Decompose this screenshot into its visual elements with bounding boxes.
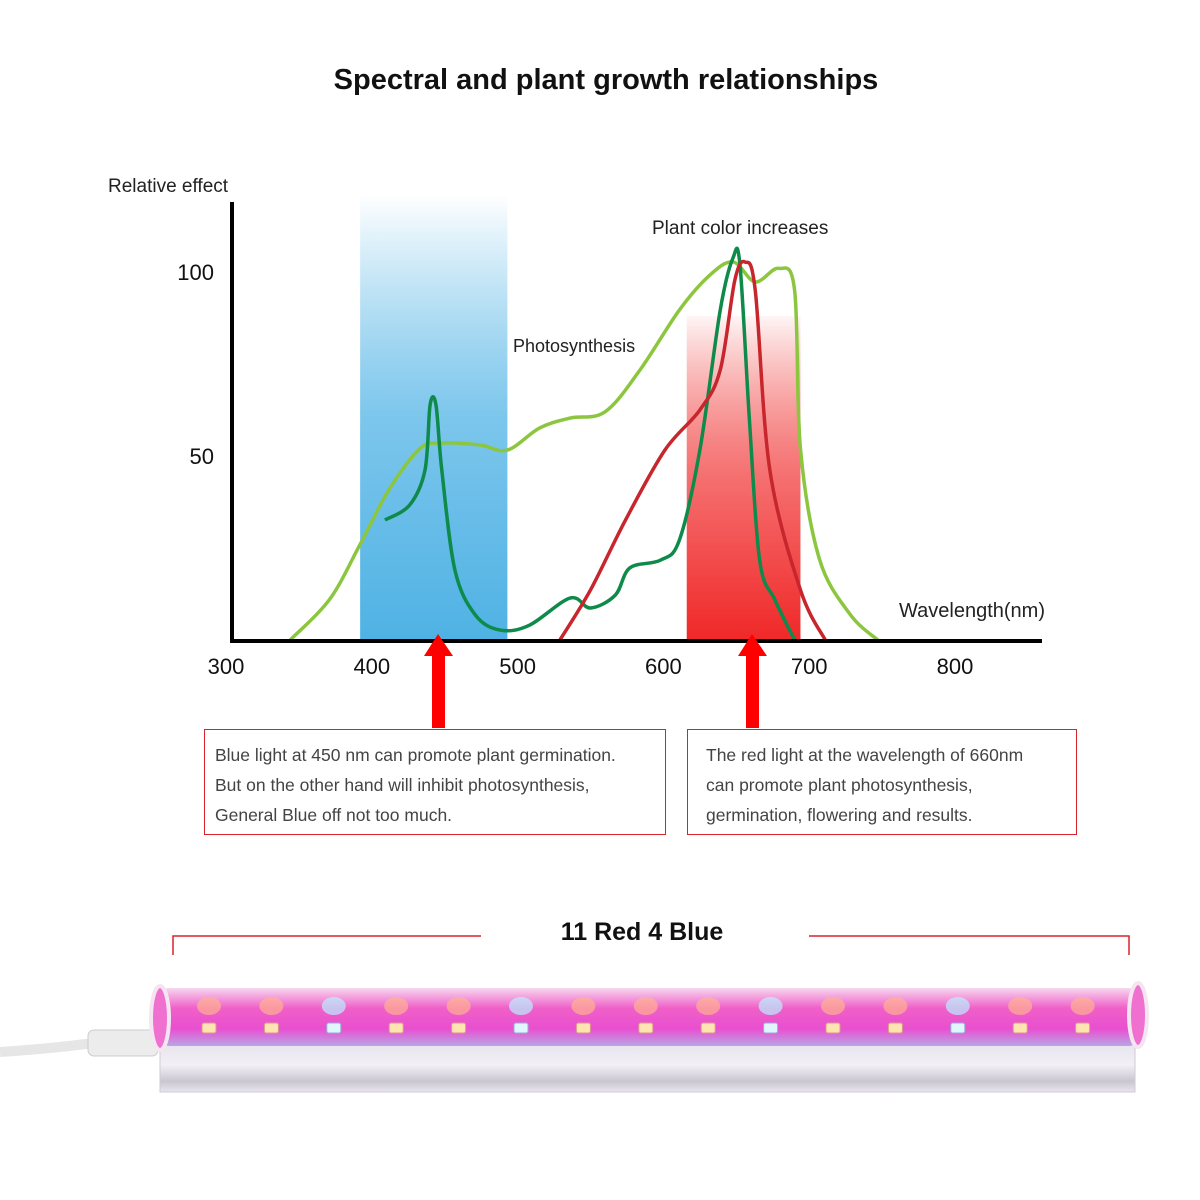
series-line-1 bbox=[384, 246, 797, 641]
led-glow bbox=[259, 997, 284, 1015]
annotation-plant-color: Plant color increases bbox=[652, 218, 828, 239]
arrow-blue bbox=[424, 634, 453, 728]
led-glow bbox=[758, 997, 783, 1015]
blue-band bbox=[360, 195, 508, 640]
note-line: But on the other hand will inhibit photo… bbox=[215, 775, 590, 795]
blue-led bbox=[513, 1022, 529, 1034]
x-tick-label: 400 bbox=[353, 654, 390, 679]
led-glow bbox=[571, 997, 596, 1015]
note-line: can promote plant photosynthesis, bbox=[706, 775, 973, 795]
led-glow bbox=[321, 997, 346, 1015]
red-light-note: The red light at the wavelength of 660nm… bbox=[687, 729, 1077, 835]
y-axis-label: Relative effect bbox=[108, 176, 229, 197]
led-glow bbox=[1008, 997, 1033, 1015]
red-led bbox=[575, 1022, 591, 1034]
led-glow bbox=[446, 997, 471, 1015]
red-led bbox=[700, 1022, 716, 1034]
led-glow bbox=[821, 997, 845, 1015]
lamp-housing bbox=[159, 1037, 1136, 1093]
led-glow bbox=[945, 997, 970, 1015]
bracket-right bbox=[809, 935, 1130, 955]
led-glow bbox=[1070, 997, 1095, 1015]
led-glow bbox=[384, 997, 409, 1015]
red-led bbox=[825, 1022, 841, 1034]
led-glow bbox=[197, 997, 221, 1015]
note-line: The red light at the wavelength of 660nm bbox=[706, 745, 1024, 765]
red-led bbox=[451, 1022, 467, 1034]
x-tick-label: 600 bbox=[645, 654, 682, 679]
note-line: General Blue off not too much. bbox=[215, 805, 453, 825]
bracket-left bbox=[172, 935, 481, 955]
blue-led bbox=[763, 1022, 779, 1034]
page-title: Spectral and plant growth relationships bbox=[333, 64, 879, 96]
led-glow bbox=[696, 997, 721, 1015]
red-led bbox=[1012, 1022, 1028, 1034]
x-tick-label: 300 bbox=[208, 654, 245, 679]
blue-led bbox=[326, 1022, 342, 1034]
note-line: germination, flowering and results. bbox=[706, 805, 973, 825]
red-led bbox=[638, 1022, 654, 1034]
series-line-2 bbox=[558, 259, 827, 641]
y-tick-label: 50 bbox=[190, 444, 214, 469]
red-band bbox=[686, 316, 801, 640]
series-line-0 bbox=[288, 260, 879, 642]
annotation-photosynthesis: Photosynthesis bbox=[513, 336, 635, 356]
lamp-tube bbox=[155, 988, 1143, 1046]
lamp-title: 11 Red 4 Blue bbox=[560, 918, 724, 946]
spectrum-chart: Relative effect Wavelength(nm) Photosynt… bbox=[108, 176, 1045, 728]
red-led bbox=[201, 1022, 217, 1034]
red-led bbox=[887, 1022, 903, 1034]
x-tick-label: 800 bbox=[937, 654, 974, 679]
x-tick-label: 700 bbox=[791, 654, 828, 679]
red-led bbox=[1075, 1022, 1091, 1034]
note-line: Blue light at 450 nm can promote plant g… bbox=[215, 745, 616, 765]
power-cable bbox=[0, 1037, 101, 1057]
blue-led bbox=[950, 1022, 966, 1034]
red-led bbox=[263, 1022, 279, 1034]
x-axis-label: Wavelength(nm) bbox=[899, 600, 1045, 622]
red-led bbox=[388, 1022, 404, 1034]
arrow-red bbox=[738, 634, 767, 728]
led-glow bbox=[633, 997, 658, 1015]
led-glow bbox=[883, 997, 908, 1015]
y-tick-label: 100 bbox=[177, 260, 214, 285]
led-glow bbox=[509, 997, 533, 1015]
cable-plug bbox=[87, 1029, 159, 1057]
x-tick-label: 500 bbox=[499, 654, 536, 679]
lamp-illustration bbox=[0, 935, 1149, 1093]
blue-light-note: Blue light at 450 nm can promote plant g… bbox=[204, 729, 666, 835]
